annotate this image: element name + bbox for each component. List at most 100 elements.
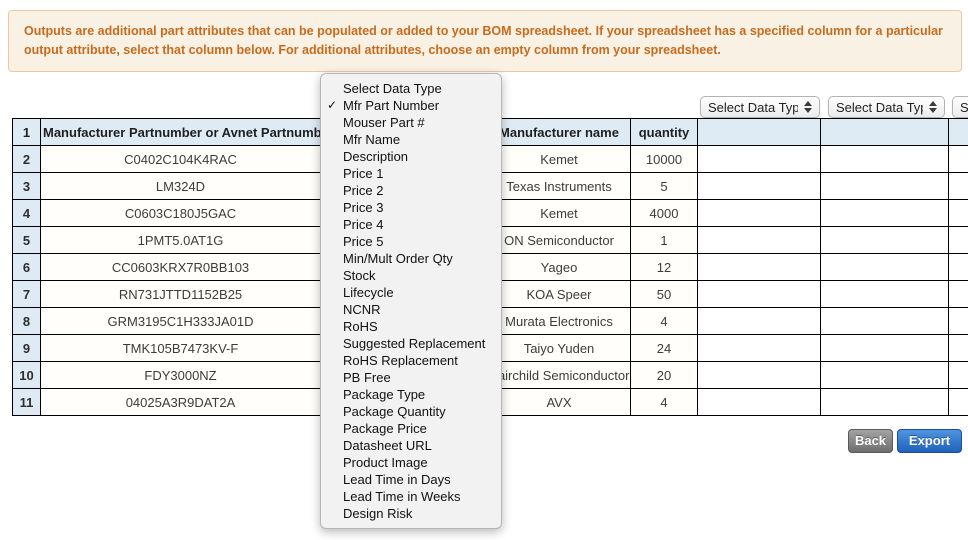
manufacturer-cell: Murata Electronics (487, 307, 631, 335)
menu-item-label: Price 2 (343, 183, 384, 198)
quantity-cell: 4000 (630, 199, 698, 227)
menu-item-label: Lifecycle (343, 285, 394, 300)
partnumber-cell: GRM3195C1H333JA01D (40, 307, 321, 335)
quantity-cell: 4 (630, 388, 698, 416)
menu-item-label: Price 5 (343, 234, 384, 249)
empty-cell (697, 280, 821, 308)
empty-cell (820, 334, 949, 362)
menu-item-label: Package Price (343, 421, 427, 436)
manufacturer-cell: Texas Instruments (487, 172, 631, 200)
empty-cell (948, 388, 968, 416)
menu-item-label: Lead Time in Days (343, 472, 451, 487)
manufacturer-cell: ON Semiconductor (487, 226, 631, 254)
manufacturer-cell: Kemet (487, 199, 631, 227)
empty-cell (948, 280, 968, 308)
quantity-cell: 1 (630, 226, 698, 254)
menu-item-label: Package Quantity (343, 404, 446, 419)
menu-item-lead-time-in-weeks[interactable]: Lead Time in Weeks (321, 488, 501, 505)
menu-item-datasheet-url[interactable]: Datasheet URL (321, 437, 501, 454)
menu-item-mfr-part-number[interactable]: ✓ Mfr Part Number (321, 97, 501, 114)
menu-item-label: Datasheet URL (343, 438, 432, 453)
table-row: 2 C0402C104K4RAC Kemet 10000 (12, 145, 968, 173)
menu-item-select-data-type[interactable]: Select Data Type (321, 80, 501, 97)
menu-item-label: Select Data Type (343, 81, 442, 96)
info-banner-text: Outputs are additional part attributes t… (24, 24, 943, 57)
row-number-cell: 9 (12, 334, 41, 362)
empty-cell (948, 334, 968, 362)
menu-item-mouser-part-[interactable]: Mouser Part # (321, 114, 501, 131)
column-data-type-select-2[interactable]: Select Data Type (828, 96, 945, 118)
back-button[interactable]: Back (848, 429, 893, 453)
menu-item-stock[interactable]: Stock (321, 267, 501, 284)
row-number-cell: 1 (12, 118, 41, 146)
menu-item-label: RoHS (343, 319, 378, 334)
empty-cell (948, 145, 968, 173)
partnumber-cell: 1PMT5.0AT1G (40, 226, 321, 254)
menu-item-lifecycle[interactable]: Lifecycle (321, 284, 501, 301)
empty-cell (948, 172, 968, 200)
partnumber-cell: LM324D (40, 172, 321, 200)
column-data-type-select-1[interactable]: Select Data Type (700, 96, 820, 118)
menu-item-price-4[interactable]: Price 4 (321, 216, 501, 233)
menu-item-lead-time-in-days[interactable]: Lead Time in Days (321, 471, 501, 488)
menu-item-label: Price 1 (343, 166, 384, 181)
empty-cell (697, 334, 821, 362)
menu-item-rohs-replacement[interactable]: RoHS Replacement (321, 352, 501, 369)
empty-cell (820, 361, 949, 389)
menu-item-label: Price 4 (343, 217, 384, 232)
menu-item-label: Design Risk (343, 506, 413, 521)
checkmark-icon: ✓ (327, 98, 338, 112)
menu-item-product-image[interactable]: Product Image (321, 454, 501, 471)
row-number-cell: 11 (12, 388, 41, 416)
empty-cell (697, 145, 821, 173)
row-number-cell: 8 (12, 307, 41, 335)
menu-item-label: PB Free (343, 370, 391, 385)
info-banner: Outputs are additional part attributes t… (8, 10, 962, 72)
row-number-cell: 7 (12, 280, 41, 308)
quantity-cell: 5 (630, 172, 698, 200)
menu-item-label: Stock (343, 268, 376, 283)
menu-item-package-price[interactable]: Package Price (321, 420, 501, 437)
menu-item-rohs[interactable]: RoHS (321, 318, 501, 335)
partnumber-cell: FDY3000NZ (40, 361, 321, 389)
select-value-label: Select Data Type (960, 99, 968, 115)
empty-cell (820, 253, 949, 281)
menu-item-suggested-replacement[interactable]: Suggested Replacement (321, 335, 501, 352)
partnumber-cell: 04025A3R9DAT2A (40, 388, 321, 416)
menu-item-mfr-name[interactable]: Mfr Name (321, 131, 501, 148)
empty-cell (948, 199, 968, 227)
menu-item-price-1[interactable]: Price 1 (321, 165, 501, 182)
quantity-cell: 10000 (630, 145, 698, 173)
partnumber-cell: C0603C180J5GAC (40, 199, 321, 227)
export-button[interactable]: Export (897, 429, 962, 453)
menu-item-pb-free[interactable]: PB Free (321, 369, 501, 386)
menu-item-label: Product Image (343, 455, 428, 470)
row-number-cell: 3 (12, 172, 41, 200)
column-header-manufacturer: Manufacturer name (487, 118, 631, 146)
column-data-type-select-3[interactable]: Select Data Type (952, 96, 968, 118)
row-number-cell: 10 (12, 361, 41, 389)
column-header-empty (820, 118, 949, 146)
partnumber-cell: TMK105B7473KV-F (40, 334, 321, 362)
menu-item-label: Suggested Replacement (343, 336, 486, 351)
empty-cell (697, 361, 821, 389)
empty-cell (697, 307, 821, 335)
menu-item-min-mult-order-qty[interactable]: Min/Mult Order Qty (321, 250, 501, 267)
menu-item-package-quantity[interactable]: Package Quantity (321, 403, 501, 420)
menu-item-price-2[interactable]: Price 2 (321, 182, 501, 199)
menu-item-label: Price 3 (343, 200, 384, 215)
menu-item-label: Description (343, 149, 409, 164)
empty-cell (820, 280, 949, 308)
menu-item-description[interactable]: Description (321, 148, 501, 165)
menu-item-price-5[interactable]: Price 5 (321, 233, 501, 250)
menu-item-package-type[interactable]: Package Type (321, 386, 501, 403)
row-number-cell: 6 (12, 253, 41, 281)
menu-item-ncnr[interactable]: NCNR (321, 301, 501, 318)
menu-item-price-3[interactable]: Price 3 (321, 199, 501, 216)
menu-item-design-risk[interactable]: Design Risk (321, 505, 501, 522)
empty-cell (948, 307, 968, 335)
manufacturer-cell: Fairchild Semiconductor (487, 361, 631, 389)
row-number-cell: 5 (12, 226, 41, 254)
column-header-partnumber: Manufacturer Partnumber or Avnet Partnum… (40, 118, 321, 146)
